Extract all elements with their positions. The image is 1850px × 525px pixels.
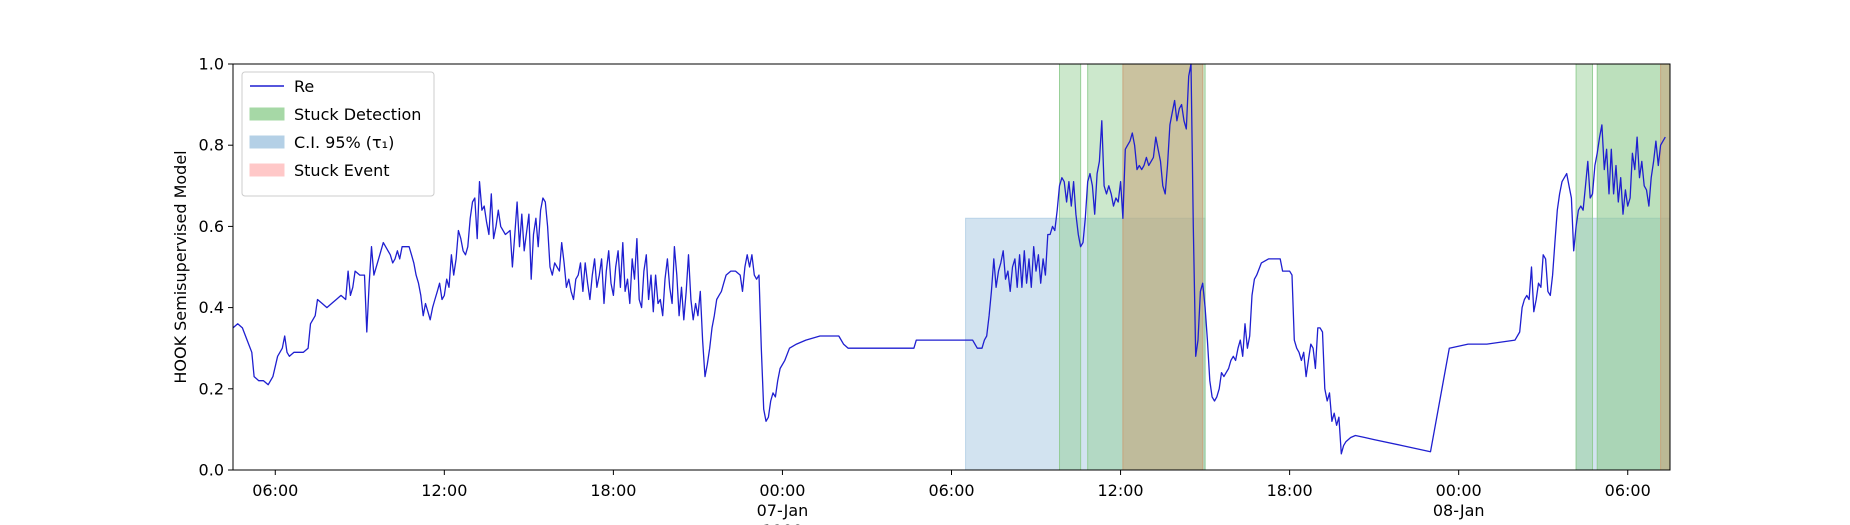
region-detection-5 bbox=[1596, 63, 1671, 471]
legend-box bbox=[241, 71, 435, 197]
x-tick-label: 00:00 bbox=[1436, 481, 1482, 500]
x-tick-label: 12:00 bbox=[421, 481, 467, 500]
legend: Re Stuck Detection C.I. 95% (τ₁) Stuck Even… bbox=[241, 71, 435, 197]
legend-label: Stuck Detection bbox=[294, 105, 421, 124]
legend-swatch-patch bbox=[249, 135, 285, 149]
x-tick-year-label: 1900 bbox=[762, 521, 803, 525]
x-tick-date-label: 08-Jan bbox=[1433, 501, 1485, 520]
legend-label: Stuck Event bbox=[294, 161, 390, 180]
region-detection-4 bbox=[1575, 63, 1594, 471]
x-tick-date-label: 07-Jan bbox=[757, 501, 809, 520]
y-axis-label: HOOK Semisupervised Model bbox=[171, 150, 190, 383]
legend-label: Re bbox=[294, 77, 314, 96]
x-tick-label: 18:00 bbox=[1267, 481, 1313, 500]
y-tick-label: 0.0 bbox=[199, 461, 224, 480]
region-event-6 bbox=[1122, 63, 1204, 471]
legend-swatch-patch bbox=[249, 163, 285, 177]
y-tick-label: 1.0 bbox=[199, 55, 224, 74]
x-tick-label: 06:00 bbox=[928, 481, 974, 500]
x-tick-label: 12:00 bbox=[1098, 481, 1144, 500]
region-detection-2 bbox=[1059, 63, 1082, 471]
x-axis: 06:0012:0018:0000:0007-Jan190006:0012:00… bbox=[252, 470, 1651, 525]
x-tick-label: 18:00 bbox=[590, 481, 636, 500]
y-tick-label: 0.2 bbox=[199, 379, 224, 398]
y-tick-label: 0.8 bbox=[199, 136, 224, 155]
highlight-regions bbox=[965, 63, 1671, 471]
y-tick-label: 0.4 bbox=[199, 298, 224, 317]
region-event-7 bbox=[1660, 63, 1671, 471]
x-tick-label: 06:00 bbox=[1605, 481, 1651, 500]
series-line-re bbox=[232, 63, 1666, 455]
x-tick-label: 00:00 bbox=[759, 481, 805, 500]
series-layer bbox=[232, 63, 1666, 455]
y-tick-label: 0.6 bbox=[199, 217, 224, 236]
y-axis: 0.0 0.2 0.4 0.6 0.8 1.0 bbox=[199, 55, 233, 480]
legend-swatch-patch bbox=[249, 107, 285, 121]
x-tick-label: 06:00 bbox=[252, 481, 298, 500]
legend-label: C.I. 95% (τ₁) bbox=[294, 133, 394, 152]
